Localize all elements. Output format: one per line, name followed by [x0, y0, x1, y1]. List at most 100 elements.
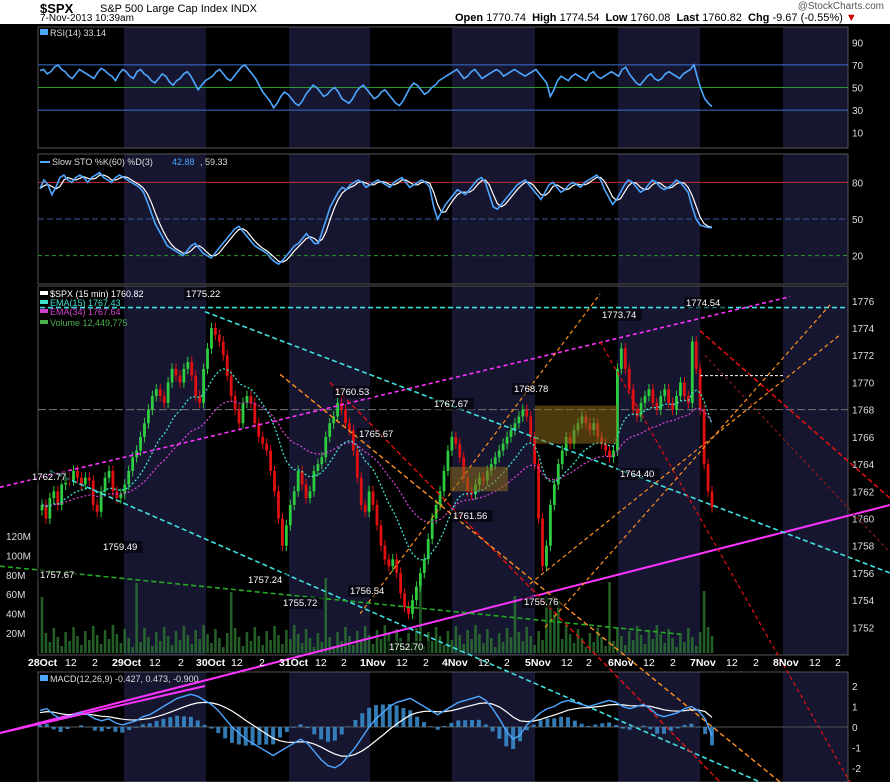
- candle-body: [107, 470, 111, 478]
- candle-body: [300, 470, 304, 485]
- volume-bar: [466, 630, 469, 653]
- candle-body: [233, 396, 237, 410]
- candle-body: [403, 593, 406, 607]
- candle-body: [426, 538, 430, 560]
- candle-body: [663, 389, 667, 397]
- volume-bar: [482, 643, 485, 653]
- ohlc-summary: Open 1770.74 High 1774.54 Low 1760.08 La…: [455, 12, 857, 24]
- x-axis-label: 28Oct: [28, 657, 58, 669]
- low-label: Low: [605, 12, 628, 24]
- macd-histogram-bar: [79, 725, 84, 727]
- candle-body: [493, 457, 497, 465]
- volume-bar: [612, 641, 615, 653]
- candle-body: [698, 368, 702, 410]
- macd-histogram-bar: [195, 720, 200, 727]
- volume-bar: [446, 631, 450, 653]
- consolidation-box: [535, 405, 617, 444]
- annotation-bg: [333, 386, 375, 398]
- volume-bar: [509, 637, 513, 653]
- price-annotation: 1756.54: [350, 586, 384, 597]
- annotation-bg: [30, 471, 72, 483]
- candle-body: [178, 375, 182, 383]
- rsi-panel: 90 70 50 30 10 RSI(14) 33.14: [38, 28, 864, 140]
- candle-body: [387, 559, 391, 567]
- candle-body: [103, 477, 107, 492]
- macd-histogram-bar: [655, 726, 660, 734]
- candle-body: [529, 416, 533, 437]
- volume-bar: [627, 631, 631, 653]
- annotation-bg: [451, 510, 493, 522]
- candle-body: [501, 443, 505, 451]
- x-axis-label: 2: [670, 657, 676, 669]
- candle-body: [659, 396, 663, 410]
- trendline: [359, 293, 601, 615]
- volume-bar: [683, 642, 686, 653]
- macd-histogram-bar: [319, 726, 324, 740]
- sto-tick-label: 80: [852, 178, 864, 189]
- macd-legend-swatch: [40, 675, 48, 681]
- last-label: Last: [676, 12, 700, 24]
- candle-body: [190, 362, 194, 376]
- volume-bar: [620, 636, 623, 653]
- macd-histogram-bar: [593, 724, 598, 727]
- macd-histogram-bar: [188, 716, 193, 727]
- x-axis-label: 4Nov: [442, 657, 468, 669]
- candle-body: [257, 423, 261, 437]
- candle-body: [671, 402, 674, 410]
- volume-bar: [273, 626, 276, 653]
- volume-bar: [450, 640, 454, 653]
- macd-histogram-bar: [607, 722, 612, 727]
- volume-bar: [675, 647, 678, 653]
- candle-body: [328, 423, 332, 437]
- macd-tick-label: -1: [852, 743, 861, 754]
- rsi-tick-label: 30: [852, 106, 864, 117]
- candle-body: [635, 409, 639, 417]
- candle-body: [545, 545, 548, 567]
- rsi-legend: RSI(14) 33.14: [50, 28, 106, 38]
- sto-k-line: [39, 171, 713, 266]
- volume-bar: [320, 642, 324, 653]
- annotation-bg: [281, 597, 323, 609]
- candle-body: [265, 443, 269, 451]
- candle-body: [359, 477, 363, 505]
- price-annotation: 1767.67: [434, 399, 468, 410]
- volume-bar: [553, 614, 556, 653]
- price-legend-swatch: [40, 320, 48, 324]
- volume-bar: [135, 583, 138, 653]
- chg-label: Chg: [748, 12, 770, 24]
- annotation-bg: [684, 297, 726, 309]
- candle-body: [166, 382, 170, 403]
- x-axis-label: 6Nov: [608, 657, 634, 669]
- stockcharts-logo[interactable]: @StockCharts.com: [797, 1, 884, 12]
- macd-tick-label: -2: [852, 764, 861, 775]
- candle-body: [667, 389, 671, 403]
- x-axis-label: 2: [835, 657, 841, 669]
- high-label: High: [532, 12, 557, 24]
- annotation-bg: [246, 574, 288, 586]
- volume-bar: [592, 642, 596, 653]
- volume-bar: [60, 646, 64, 653]
- annotation-bg: [101, 541, 143, 553]
- candle-body: [710, 491, 714, 508]
- macd-histogram-bar: [428, 726, 433, 727]
- macd-histogram-bar: [566, 717, 570, 727]
- candle-body: [150, 396, 154, 410]
- candle-body: [608, 450, 611, 458]
- macd-histogram-bar: [497, 726, 502, 739]
- price-tick-label: 1766: [852, 433, 875, 444]
- macd-histogram-bar: [435, 726, 440, 730]
- price-tick-label: 1776: [852, 297, 875, 308]
- candle-body: [438, 491, 442, 505]
- candle-body: [253, 402, 257, 424]
- volume-bar: [635, 626, 639, 653]
- candle-body: [694, 341, 698, 369]
- volume-bar: [237, 637, 241, 653]
- candle-body: [72, 470, 75, 481]
- volume-bar: [131, 647, 134, 653]
- volume-bar: [541, 640, 544, 653]
- symbol[interactable]: $SPX: [40, 1, 74, 16]
- px-panel-frame: [37, 285, 849, 656]
- candle-body: [415, 586, 418, 601]
- trendline: [329, 381, 721, 782]
